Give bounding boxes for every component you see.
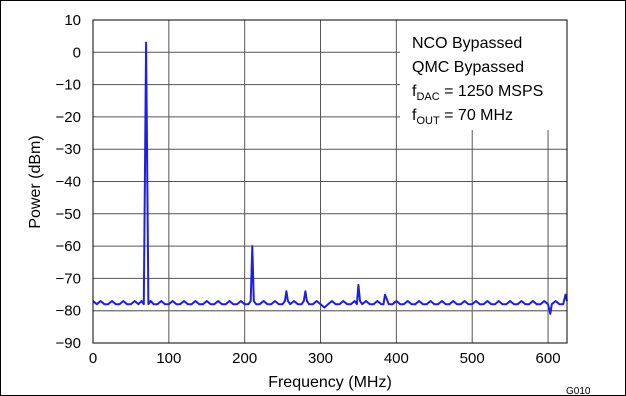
y-tick-label: 10 [64, 12, 81, 29]
x-tick-label: 600 [536, 350, 561, 367]
y-tick-label: −70 [56, 270, 81, 287]
annotation-line: NCO Bypassed [412, 35, 522, 52]
figure-code: G010 [566, 386, 591, 396]
x-tick-label: 0 [89, 350, 97, 367]
x-tick-labels: 0 100 200 300 400 500 600 [89, 350, 561, 367]
y-tick-label: −40 [56, 174, 81, 191]
y-tick-label: −80 [56, 303, 81, 320]
annotation-block: NCO Bypassed QMC Bypassed fDAC = 1250 MSPS… [412, 35, 543, 127]
annotation-line: fOUT = 70 MHz [412, 107, 513, 127]
annotation-line: QMC Bypassed [412, 59, 524, 76]
y-tick-label: −90 [56, 335, 81, 352]
x-tick-label: 500 [460, 350, 485, 367]
x-tick-label: 300 [308, 350, 333, 367]
y-tick-label: 0 [73, 44, 81, 61]
y-tick-label: −10 [56, 77, 81, 94]
y-axis-label: Power (dBm) [27, 135, 44, 228]
y-tick-label: −30 [56, 141, 81, 158]
y-tick-label: −20 [56, 109, 81, 126]
series-layer [92, 41, 568, 315]
x-tick-label: 100 [156, 350, 181, 367]
x-tick-label: 400 [384, 350, 409, 367]
y-tick-label: −60 [56, 238, 81, 255]
spectrum-series-line [92, 41, 568, 315]
x-tick-label: 200 [232, 350, 257, 367]
x-axis-label: Frequency (MHz) [268, 374, 392, 391]
plot-border [92, 19, 568, 344]
y-tick-labels: 10 0 −10 −20 −30 −40 −50 −60 −70 −80 −90 [56, 12, 81, 352]
annotation-line: fDAC = 1250 MSPS [412, 83, 543, 103]
y-tick-label: −50 [56, 206, 81, 223]
